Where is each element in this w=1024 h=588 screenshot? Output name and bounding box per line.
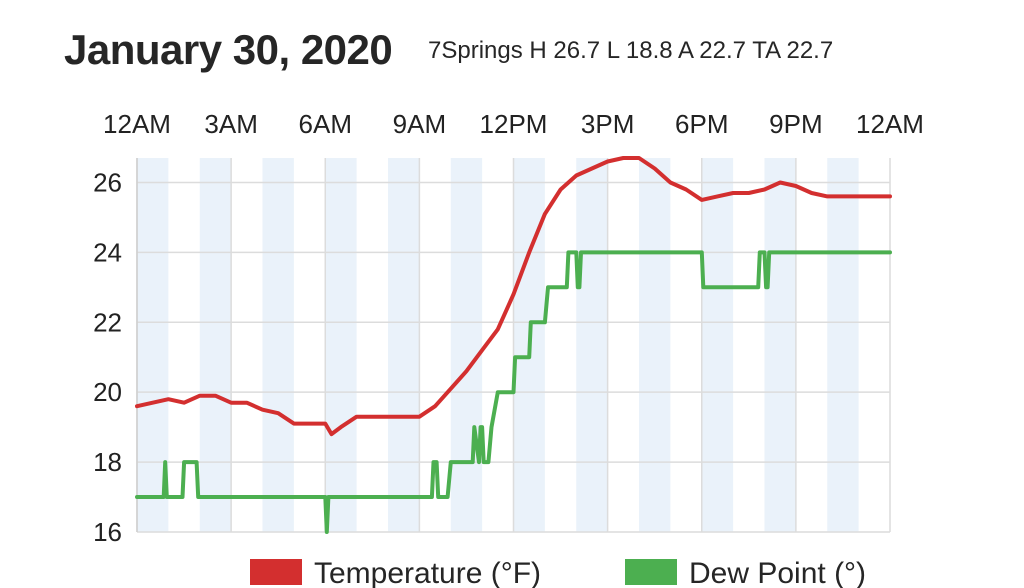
series-line — [135, 156, 892, 437]
shading-band — [325, 158, 357, 532]
legend: Temperature (°F) Dew Point (°) — [250, 557, 866, 588]
y-tick-label: 22 — [93, 307, 122, 337]
legend-label: Dew Point (°) — [689, 557, 866, 588]
series-line — [135, 250, 892, 534]
y-tick-label: 20 — [93, 377, 122, 407]
x-tick-label: 3PM — [581, 109, 634, 139]
series-lines — [135, 156, 892, 534]
background-bands — [137, 158, 859, 532]
x-tick-label: 6PM — [675, 109, 728, 139]
x-tick-label: 12PM — [480, 109, 548, 139]
y-tick-label: 16 — [93, 517, 122, 547]
y-tick-label: 24 — [93, 237, 122, 267]
x-tick-label: 3AM — [204, 109, 257, 139]
y-tick-label: 18 — [93, 447, 122, 477]
legend-swatch — [625, 559, 677, 585]
x-tick-label: 6AM — [299, 109, 352, 139]
x-tick-label: 12AM — [103, 109, 171, 139]
legend-label: Temperature (°F) — [314, 557, 541, 588]
shading-band — [639, 158, 671, 532]
shading-band — [450, 158, 483, 532]
shading-band — [262, 158, 294, 532]
shading-band — [701, 158, 734, 532]
y-tick-label: 26 — [93, 167, 122, 197]
x-axis-ticks: 12AM 3AM 6AM 9AM 12PM 3PM 6PM 9PM 12AM — [103, 109, 924, 139]
shading-band — [827, 158, 859, 532]
chart-subtitle: 7Springs H 26.7 L 18.8 A 22.7 TA 22.7 — [428, 37, 834, 64]
x-tick-label: 9PM — [769, 109, 822, 139]
x-tick-label: 9AM — [393, 109, 446, 139]
shading-band — [576, 158, 608, 532]
shading-band — [764, 158, 796, 532]
y-axis-ticks: 16 18 20 22 24 26 — [93, 167, 122, 547]
shading-band — [199, 158, 232, 532]
legend-swatch — [250, 559, 302, 585]
x-tick-label: 12AM — [856, 109, 924, 139]
gridlines — [136, 158, 891, 533]
chart-title: January 30, 2020 — [64, 26, 393, 73]
shading-band — [388, 158, 420, 532]
